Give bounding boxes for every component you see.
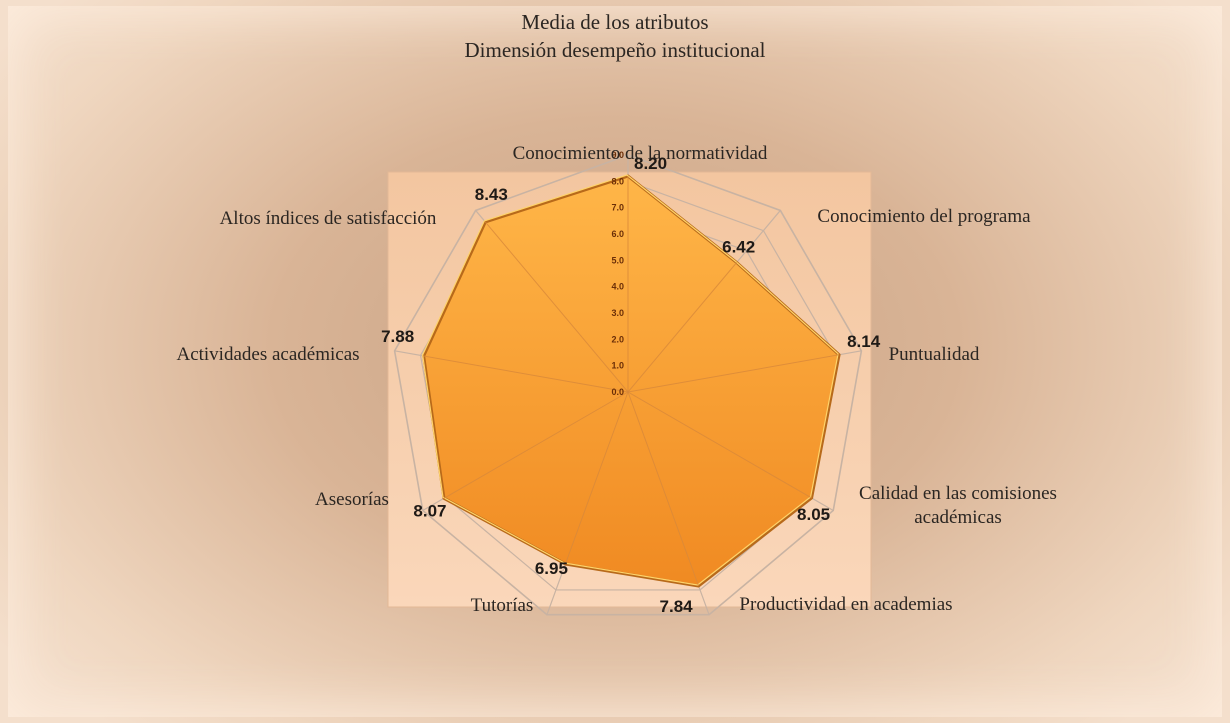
category-label: Asesorías — [315, 489, 389, 510]
value-label: 6.95 — [535, 559, 568, 578]
data-spoke — [627, 391, 700, 587]
value-label: 8.20 — [634, 154, 667, 173]
radial-tick-label: 5.0 — [611, 255, 624, 265]
data-spoke — [484, 221, 629, 393]
chart-title-line2: Dimensión desempeño institucional — [464, 38, 766, 62]
radial-tick-label: 7.0 — [611, 203, 624, 213]
radial-tick-label: 6.0 — [611, 229, 624, 239]
value-label: 6.42 — [722, 237, 755, 256]
value-label: 8.14 — [847, 332, 881, 351]
category-label: académicas — [914, 507, 1002, 528]
radial-tick-label: 9.0 — [611, 150, 624, 160]
radial-tick-label: 8.0 — [611, 176, 624, 186]
category-label: Productividad en academias — [739, 594, 952, 615]
category-label: Altos índices de satisfacción — [220, 208, 437, 229]
data-spoke — [627, 391, 812, 499]
radial-tick-label: 1.0 — [611, 361, 624, 371]
grid-ring — [393, 154, 863, 616]
radial-tick-label: 0.0 — [611, 387, 624, 397]
chart-title-line1: Media de los atributos — [521, 10, 709, 34]
category-label: Conocimiento de la normatividad — [513, 143, 768, 164]
data-spoke — [627, 354, 840, 393]
category-label: Tutorías — [471, 595, 534, 616]
category-label: Conocimiento del programa — [817, 206, 1031, 227]
radial-tick-label: 2.0 — [611, 334, 624, 344]
value-label: 7.84 — [660, 597, 694, 616]
data-spoke — [423, 355, 629, 393]
data-spoke — [627, 262, 738, 393]
category-label: Puntualidad — [889, 344, 980, 365]
data-spoke — [564, 391, 629, 565]
value-label: 8.05 — [797, 505, 830, 524]
value-label: 8.43 — [475, 185, 508, 204]
radial-tick-label: 4.0 — [611, 282, 624, 292]
value-label: 8.07 — [413, 501, 446, 520]
data-spoke — [443, 391, 629, 499]
category-label: Actividades académicas — [176, 344, 359, 365]
radial-tick-label: 3.0 — [611, 308, 624, 318]
data-series-highlight — [422, 174, 839, 586]
value-label: 7.88 — [381, 327, 414, 346]
category-label: Calidad en las comisiones — [859, 483, 1057, 504]
